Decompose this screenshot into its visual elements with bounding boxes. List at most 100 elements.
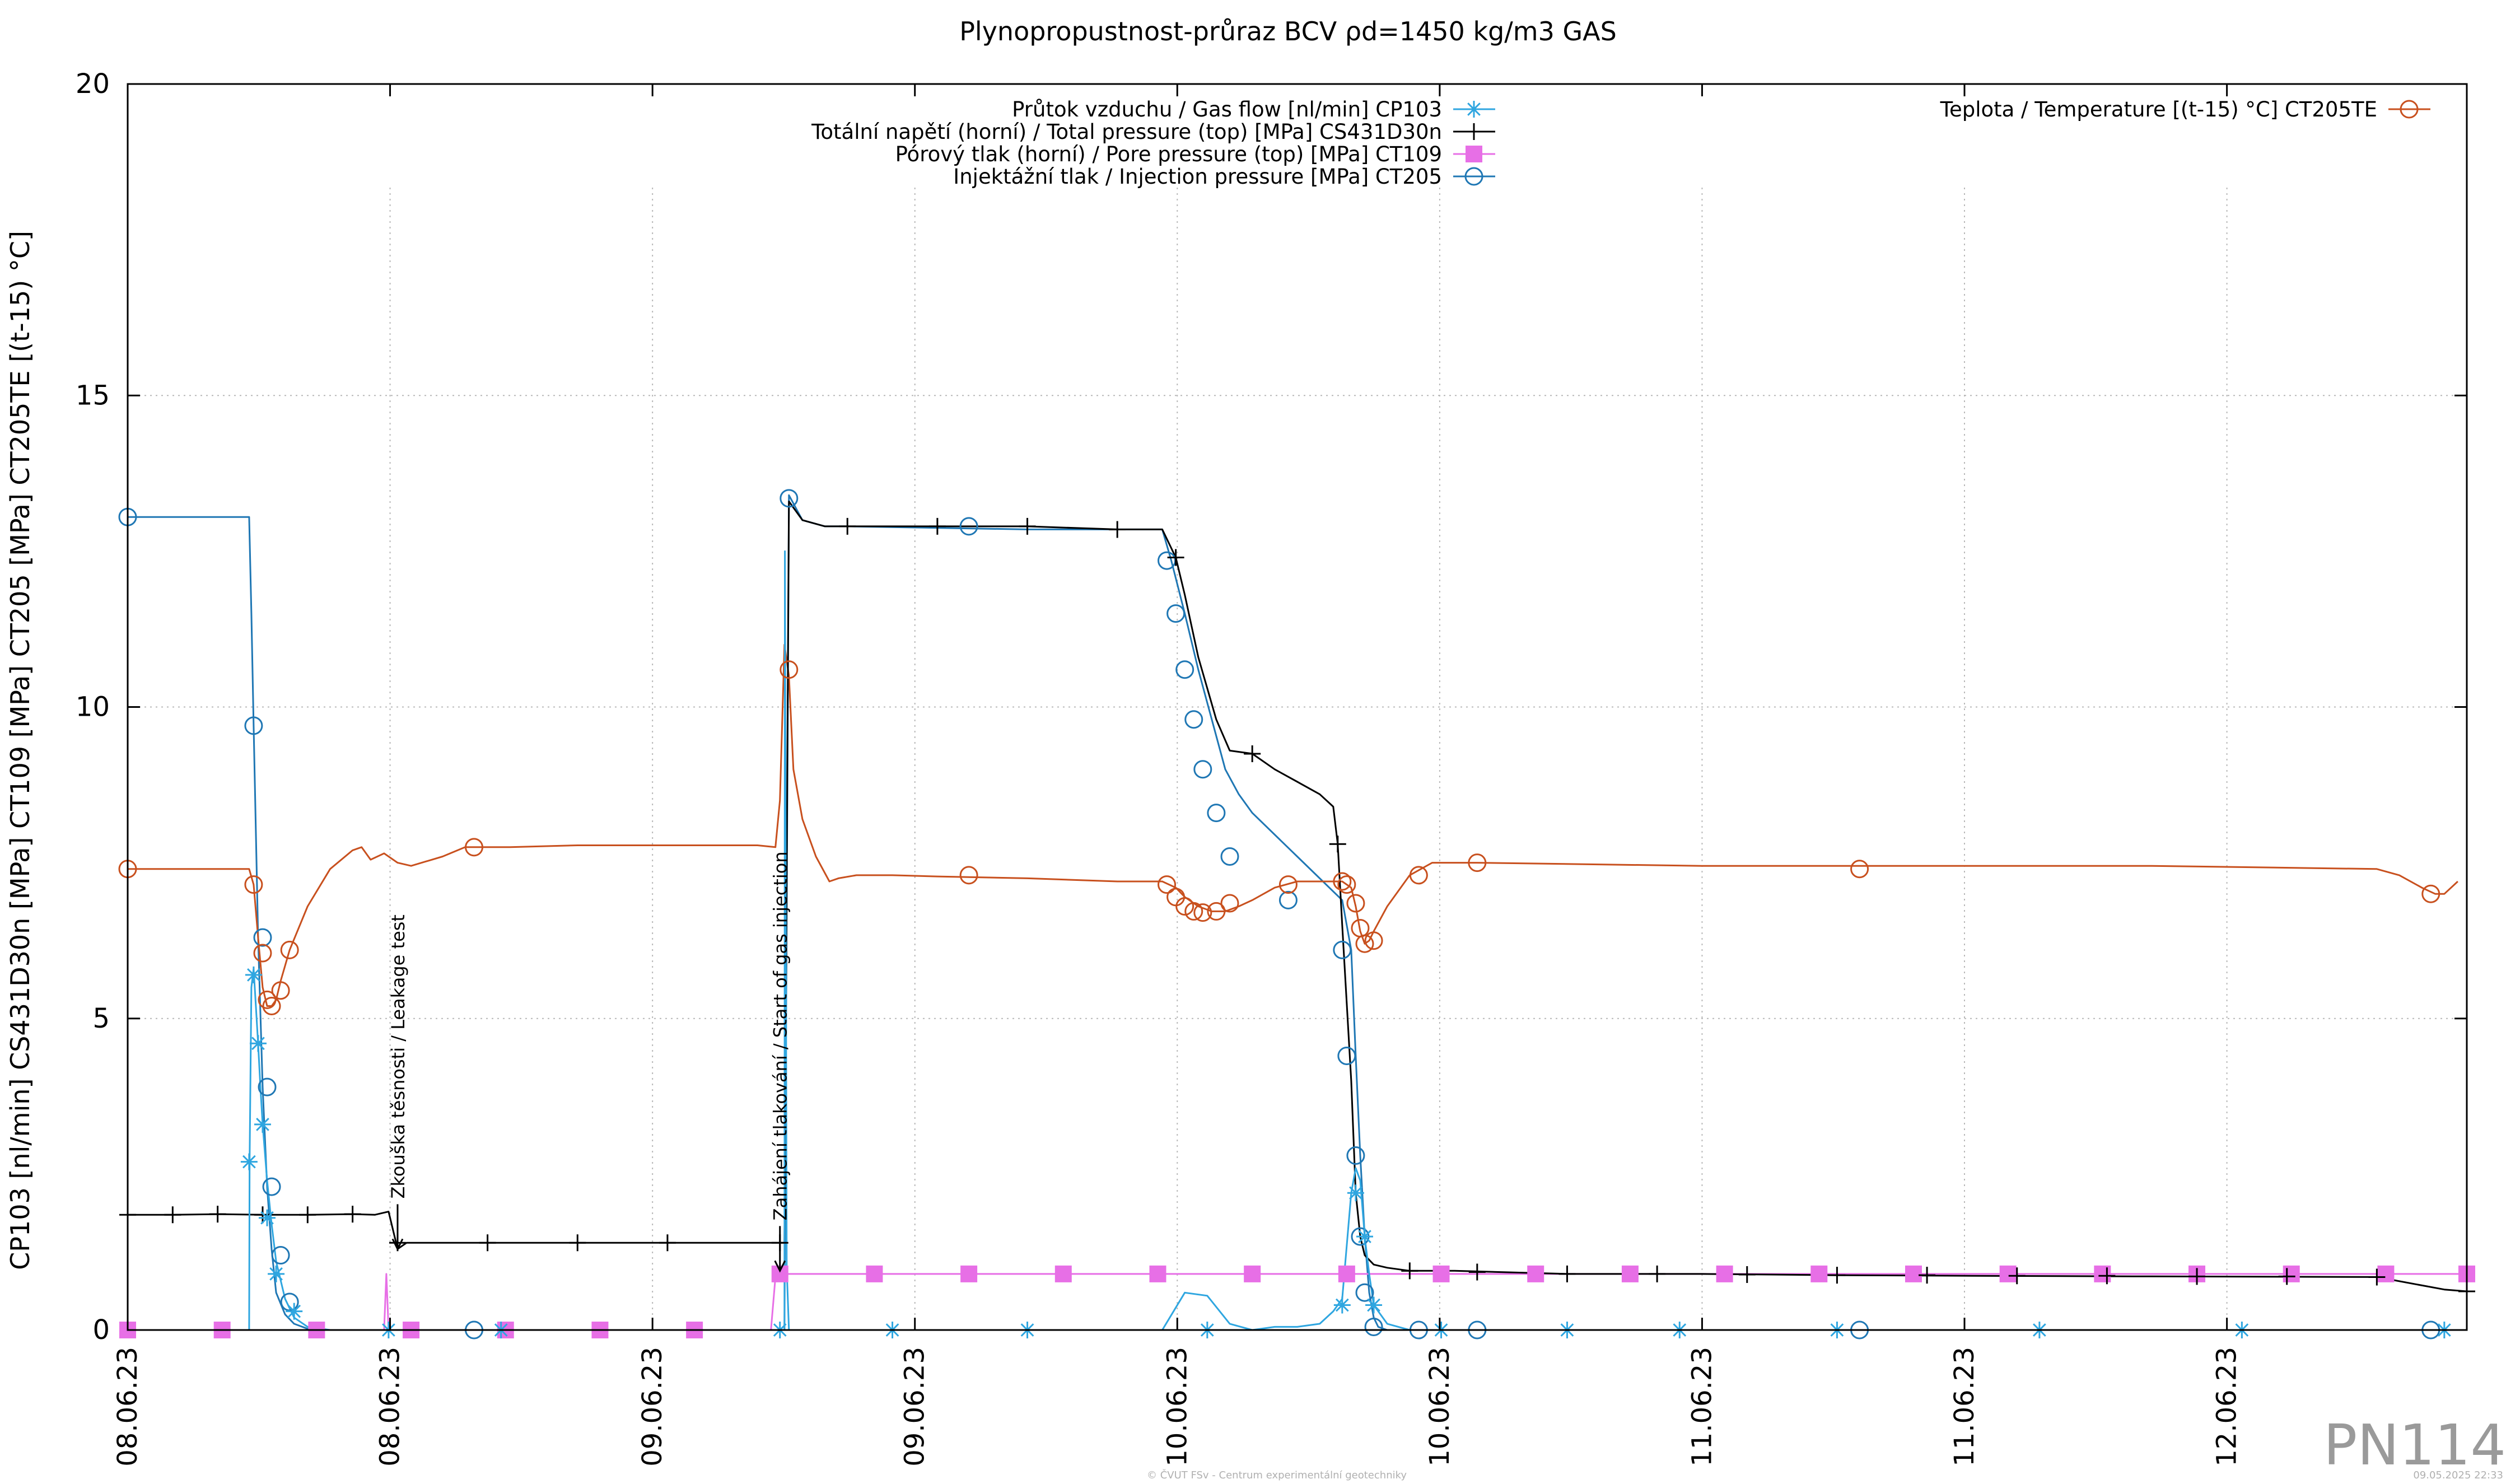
- data-point-0: [1365, 1296, 1383, 1314]
- series-line-1: [128, 500, 2467, 1292]
- y-tick-label: 15: [76, 380, 110, 411]
- data-point-2: [960, 1265, 978, 1282]
- legend-label: Pórový tlak (horní) / Pore pressure (top…: [895, 142, 1442, 166]
- data-point-2: [1054, 1265, 1072, 1282]
- plot-id-watermark: PN114: [2323, 1412, 2506, 1478]
- data-point-4: [280, 940, 299, 959]
- data-point-0: [286, 1303, 303, 1320]
- data-point-1: [839, 517, 856, 535]
- data-point-2: [1149, 1265, 1166, 1282]
- data-point-1: [2278, 1268, 2295, 1285]
- y-tick-label: 20: [76, 68, 110, 100]
- data-point-4: [1207, 902, 1226, 921]
- annotation-label: Zkouška těsnosti / Leakage test: [388, 914, 409, 1198]
- legend-label: Teplota / Temperature [(t-15) °C] CT205T…: [1940, 97, 2377, 122]
- data-point-1: [299, 1206, 316, 1224]
- data-point-1: [164, 1206, 181, 1224]
- data-point-4: [1346, 894, 1365, 913]
- x-tick-label: 09.06.23: [637, 1347, 668, 1467]
- data-point-3: [1220, 847, 1239, 866]
- data-point-3: [1337, 1047, 1356, 1065]
- y-ticks: 0 5 10 15 20: [76, 68, 2467, 1346]
- data-point-2: [1527, 1265, 1544, 1282]
- legend-label: Průtok vzduchu / Gas flow [nl/min] CP103: [1012, 97, 1442, 122]
- data-point-2: [2094, 1265, 2111, 1282]
- data-point-4: [1337, 875, 1356, 894]
- chart-title: Plynopropustnost-průraz BCV ρd=1450 kg/m…: [959, 16, 1617, 46]
- x-ticks: 08.06.23 08.06.23 09.06.23 09.06.23 10.06.23…: [112, 84, 2243, 1467]
- data-point-4: [1193, 903, 1212, 922]
- data-point-3: [1193, 760, 1212, 779]
- data-point-3: [262, 1177, 281, 1196]
- data-point-2: [866, 1265, 883, 1282]
- data-point-4: [258, 990, 277, 1009]
- x-tick-label: 08.06.23: [112, 1347, 143, 1467]
- data-point-4: [1409, 866, 1428, 885]
- data-point-4: [1355, 934, 1374, 953]
- data-point-3: [959, 517, 978, 536]
- data-point-4: [1158, 875, 1177, 894]
- data-point-1: [1401, 1262, 1418, 1280]
- data-point-2: [1432, 1265, 1450, 1282]
- legend-swatch-marker: [1466, 101, 1482, 118]
- data-point-4: [1184, 902, 1203, 921]
- series-markers-1: [119, 517, 2475, 1300]
- legend-left: Průtok vzduchu / Gas flow [nl/min] CP103…: [811, 97, 1495, 189]
- data-point-3: [1355, 1283, 1374, 1302]
- data-point-1: [1109, 521, 1126, 538]
- x-tick-label: 11.06.23: [1949, 1347, 1980, 1467]
- data-point-0: [254, 1116, 271, 1133]
- data-point-1: [254, 1206, 271, 1224]
- data-point-1: [344, 1206, 361, 1223]
- data-point-1: [2098, 1267, 2116, 1285]
- legend-label: Totální napětí (horní) / Total pressure …: [811, 120, 1442, 144]
- data-point-4: [244, 875, 263, 894]
- data-point-1: [1167, 549, 1184, 566]
- legend-swatch-marker: [2400, 100, 2419, 119]
- data-point-2: [1999, 1265, 2017, 1282]
- x-tick-label: 10.06.23: [1161, 1347, 1193, 1467]
- legend-label: Injektážní tlak / Injection pressure [MP…: [953, 165, 1442, 189]
- data-point-4: [253, 944, 272, 963]
- data-point-1: [1919, 1267, 1936, 1284]
- data-point-4: [262, 997, 281, 1015]
- data-point-3: [1364, 1317, 1383, 1336]
- data-point-1: [1828, 1267, 1846, 1284]
- data-point-3: [258, 1077, 277, 1096]
- data-point-3: [1207, 804, 1226, 823]
- data-point-3: [253, 928, 272, 947]
- data-point-2: [1716, 1265, 1733, 1282]
- data-point-3: [244, 716, 263, 735]
- annotations: Zkouška těsnosti / Leakage test Zahájení …: [388, 851, 791, 1273]
- data-point-2: [1810, 1265, 1828, 1282]
- x-tick-label: 09.06.23: [899, 1347, 931, 1467]
- grid: [128, 188, 2467, 1330]
- x-tick-label: 12.06.23: [2211, 1347, 2243, 1467]
- data-point-4: [2421, 884, 2440, 903]
- data-point-3: [1333, 940, 1352, 959]
- data-point-0: [1333, 1296, 1351, 1314]
- data-point-2: [2283, 1265, 2300, 1282]
- data-point-1: [209, 1206, 226, 1223]
- x-tick-label: 11.06.23: [1686, 1347, 1718, 1467]
- data-point-0: [1356, 1228, 1373, 1245]
- y-tick-label: 10: [76, 692, 110, 723]
- data-point-0: [245, 966, 262, 983]
- x-tick-label: 08.06.23: [375, 1347, 406, 1467]
- footer-center: © ČVUT FSv - Centrum experimentální geot…: [1147, 1469, 1407, 1481]
- data-point-4: [1220, 894, 1239, 913]
- data-point-1: [1019, 517, 1036, 535]
- y-tick-label: 0: [92, 1314, 110, 1346]
- data-point-3: [1166, 604, 1186, 623]
- data-point-0: [240, 1153, 258, 1170]
- data-point-1: [1244, 745, 1261, 762]
- data-point-2: [1621, 1265, 1639, 1282]
- series-line-4: [128, 643, 2458, 1007]
- data-point-3: [1278, 890, 1298, 909]
- annotation-label: Zahájení tlakování / Start of gas inject…: [770, 851, 791, 1220]
- data-point-3: [1346, 1146, 1365, 1165]
- data-point-4: [271, 981, 290, 1000]
- data-point-1: [659, 1234, 676, 1252]
- data-point-4: [1364, 931, 1383, 950]
